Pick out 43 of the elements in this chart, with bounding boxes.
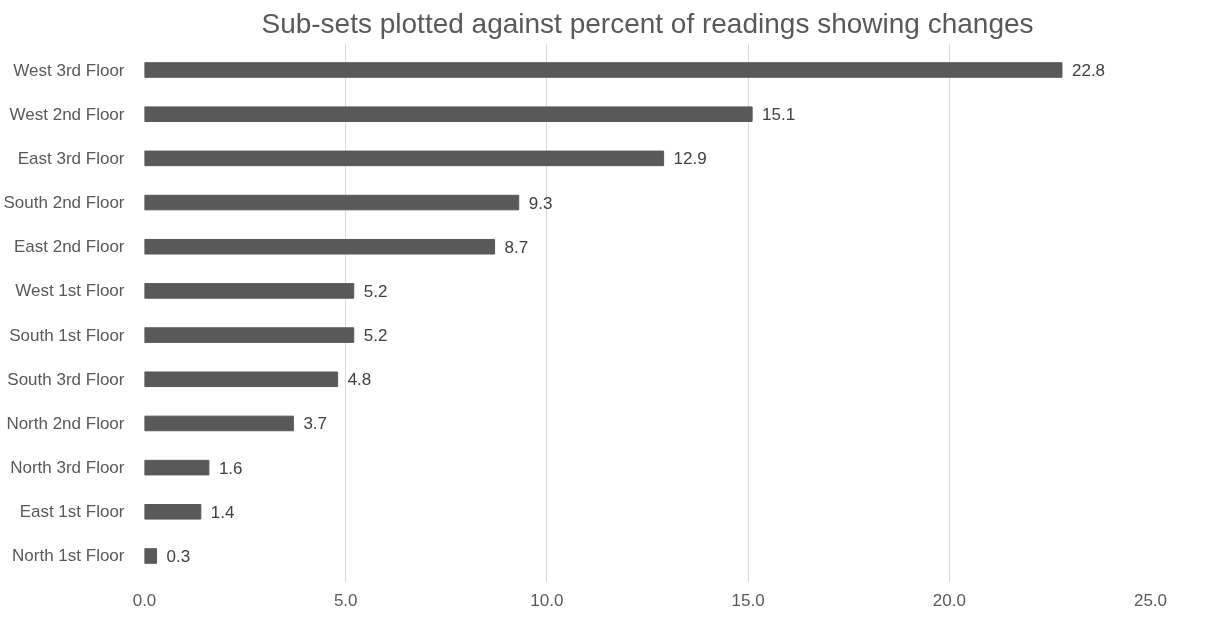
- y-tick-label: South 2nd Floor: [3, 193, 125, 213]
- y-tick-label: North 2nd Floor: [6, 413, 125, 433]
- data-label: 1.6: [218, 458, 243, 478]
- y-tick-label: East 2nd Floor: [13, 237, 125, 257]
- bar: [144, 371, 339, 388]
- y-tick-label: North 1st Floor: [12, 546, 125, 566]
- x-tick-label: 10.0: [530, 590, 564, 610]
- x-tick-label: 20.0: [932, 590, 966, 610]
- x-tick-label: 5.0: [333, 590, 358, 610]
- data-label: 9.3: [528, 193, 553, 213]
- bar: [144, 194, 520, 211]
- bar: [144, 504, 202, 520]
- bar: [144, 415, 294, 432]
- bar: [144, 548, 158, 564]
- bar: [144, 459, 210, 476]
- x-tick-label: 25.0: [1133, 590, 1168, 610]
- y-tick-label: East 3rd Floor: [17, 148, 125, 168]
- data-label: 0.3: [166, 546, 191, 566]
- y-tick-label: North 3rd Floor: [10, 458, 125, 478]
- data-label: 8.7: [504, 237, 529, 257]
- data-label: 15.1: [762, 105, 796, 125]
- chart-title: Sub-sets plotted against percent of readings showing changes: [261, 7, 1034, 39]
- y-tick-label: West 2nd Floor: [9, 104, 125, 124]
- data-label: 4.8: [347, 370, 372, 390]
- data-label: 3.7: [303, 414, 328, 434]
- bar: [144, 283, 355, 299]
- bar: [144, 62, 1063, 78]
- x-tick-label: 0.0: [132, 590, 157, 610]
- data-label: 12.9: [673, 149, 707, 169]
- y-tick-label: West 1st Floor: [15, 281, 125, 301]
- data-label: 1.4: [210, 502, 235, 522]
- y-tick-label: West 3rd Floor: [13, 60, 125, 80]
- data-label: 5.2: [363, 326, 388, 346]
- x-tick-label: 15.0: [731, 590, 765, 610]
- y-tick-label: South 3rd Floor: [7, 369, 125, 389]
- bar: [144, 150, 665, 167]
- bar: [144, 327, 355, 343]
- data-label: 5.2: [363, 281, 388, 301]
- y-tick-label: South 1st Floor: [9, 325, 125, 345]
- y-tick-label: East 1st Floor: [19, 502, 125, 522]
- bar: [144, 106, 753, 122]
- bar: [144, 238, 496, 255]
- data-label: 22.8: [1071, 61, 1106, 81]
